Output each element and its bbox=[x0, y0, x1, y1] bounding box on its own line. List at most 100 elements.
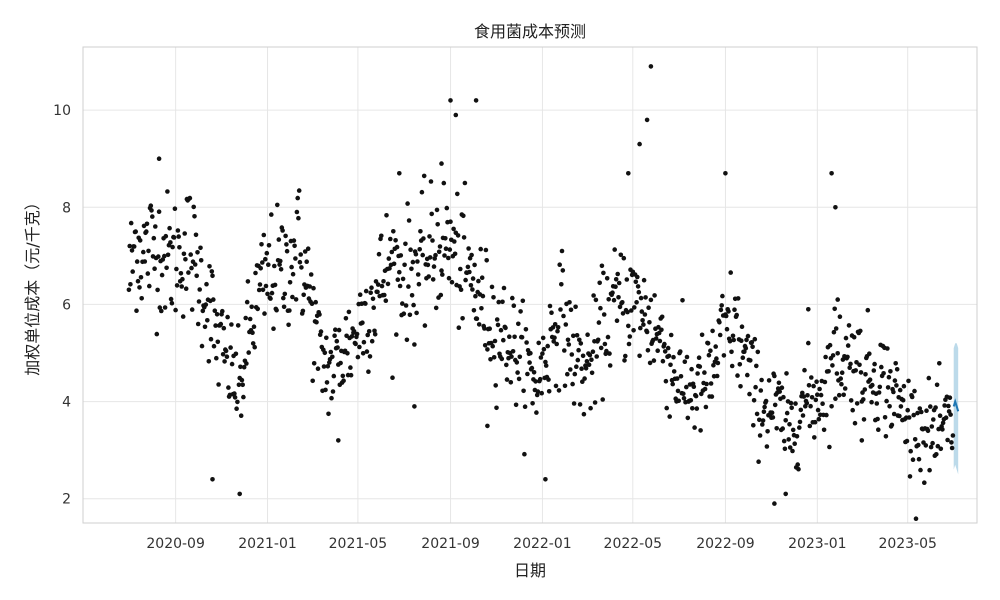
data-point bbox=[272, 263, 277, 269]
data-point bbox=[606, 297, 611, 302]
data-point bbox=[264, 250, 270, 256]
data-point bbox=[414, 310, 419, 316]
data-point bbox=[385, 281, 391, 287]
data-point bbox=[499, 356, 505, 362]
data-point bbox=[662, 349, 668, 354]
data-point bbox=[806, 340, 811, 346]
data-point bbox=[482, 343, 488, 348]
data-point bbox=[671, 369, 677, 374]
data-point bbox=[483, 247, 489, 253]
data-point bbox=[430, 277, 436, 282]
data-point bbox=[508, 380, 514, 385]
data-point bbox=[211, 343, 217, 349]
data-point bbox=[827, 444, 832, 450]
data-point bbox=[301, 292, 307, 298]
data-point bbox=[241, 394, 246, 400]
data-point bbox=[691, 384, 697, 390]
data-point bbox=[233, 351, 239, 357]
data-point bbox=[565, 337, 571, 343]
data-point bbox=[501, 337, 506, 343]
data-point bbox=[644, 329, 650, 335]
data-point bbox=[405, 201, 410, 206]
data-point bbox=[678, 349, 683, 354]
data-point bbox=[527, 360, 532, 365]
data-point-outlier bbox=[210, 477, 215, 482]
data-point bbox=[948, 412, 953, 417]
data-point bbox=[562, 348, 567, 353]
data-point bbox=[523, 327, 529, 332]
data-point bbox=[757, 433, 763, 438]
data-point bbox=[883, 434, 889, 439]
data-point bbox=[167, 225, 172, 231]
data-point bbox=[336, 327, 342, 333]
data-point bbox=[934, 382, 940, 388]
data-point bbox=[540, 335, 546, 341]
data-point bbox=[403, 241, 408, 247]
data-point bbox=[367, 354, 373, 359]
data-point bbox=[479, 306, 484, 311]
data-point bbox=[164, 265, 169, 271]
data-point bbox=[753, 384, 758, 390]
data-point bbox=[308, 272, 314, 277]
data-point bbox=[675, 388, 681, 394]
data-point bbox=[640, 318, 645, 323]
data-point bbox=[192, 262, 198, 267]
data-point bbox=[458, 287, 464, 293]
data-point bbox=[638, 295, 644, 301]
data-point bbox=[197, 287, 202, 292]
x-tick-label: 2022-05 bbox=[604, 536, 663, 552]
data-point bbox=[815, 407, 821, 413]
data-point bbox=[165, 189, 170, 194]
data-point bbox=[820, 401, 825, 407]
data-point bbox=[764, 444, 770, 449]
data-point bbox=[713, 344, 718, 349]
data-point bbox=[795, 462, 800, 467]
data-point bbox=[604, 348, 609, 354]
data-point bbox=[605, 334, 611, 340]
data-point bbox=[194, 273, 199, 279]
data-point bbox=[597, 280, 602, 286]
x-tick-label: 2023-05 bbox=[878, 536, 937, 552]
data-point bbox=[678, 374, 684, 379]
data-point bbox=[325, 364, 331, 369]
data-point bbox=[170, 244, 175, 250]
data-point bbox=[814, 379, 819, 385]
data-point bbox=[232, 395, 238, 400]
data-point bbox=[911, 412, 916, 418]
data-point bbox=[783, 418, 788, 423]
data-point bbox=[812, 419, 818, 425]
data-point bbox=[144, 221, 150, 227]
x-tick-label: 2022-01 bbox=[513, 536, 572, 552]
data-point bbox=[451, 226, 456, 232]
data-point bbox=[519, 335, 525, 340]
data-point bbox=[822, 379, 828, 385]
data-point bbox=[236, 382, 242, 388]
data-point bbox=[708, 381, 714, 386]
data-point bbox=[207, 264, 212, 269]
data-point bbox=[891, 411, 897, 417]
data-point bbox=[861, 397, 866, 402]
data-point bbox=[734, 312, 739, 318]
data-point bbox=[159, 272, 165, 278]
data-point bbox=[375, 282, 381, 287]
data-point bbox=[390, 375, 395, 381]
data-point bbox=[234, 406, 239, 412]
data-point bbox=[259, 242, 264, 247]
data-point bbox=[355, 354, 361, 360]
data-point bbox=[266, 262, 271, 268]
data-point bbox=[893, 361, 898, 366]
data-point bbox=[607, 363, 613, 368]
data-point bbox=[389, 249, 395, 255]
data-point bbox=[152, 266, 157, 272]
data-point bbox=[180, 314, 186, 319]
data-point bbox=[925, 428, 931, 434]
data-point bbox=[440, 272, 445, 277]
data-point bbox=[578, 341, 584, 346]
data-point bbox=[694, 406, 700, 411]
forecast-layer bbox=[952, 398, 960, 412]
data-point bbox=[283, 233, 288, 239]
data-point bbox=[937, 413, 943, 419]
data-point bbox=[375, 289, 380, 295]
data-point bbox=[617, 304, 623, 310]
data-point bbox=[455, 233, 461, 238]
